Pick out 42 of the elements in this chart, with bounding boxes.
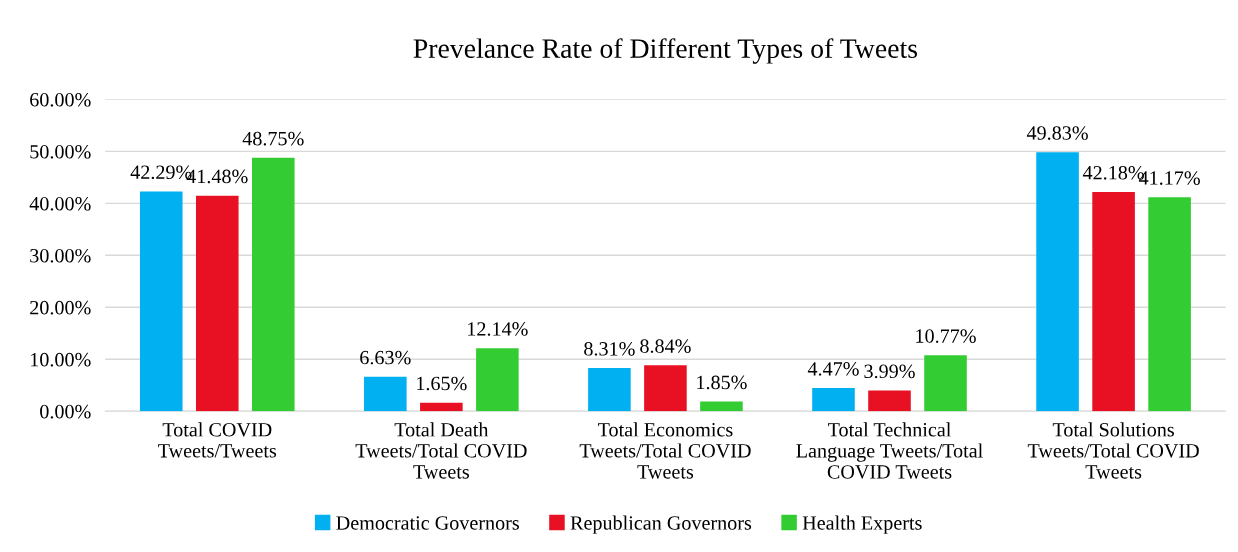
legend-label: Democratic Governors — [336, 516, 519, 530]
x-tick-label: Total Death Tweets/Total COVID Tweets — [355, 422, 527, 479]
y-tick-label: 30.00% — [30, 248, 91, 263]
bar — [252, 157, 295, 412]
bar — [476, 348, 519, 412]
bar — [364, 376, 407, 412]
x-tick-label: Total Solutions Tweets/Total COVID Tweets — [1027, 422, 1199, 479]
bar — [644, 365, 687, 412]
y-tick-label: 10.00% — [31, 352, 91, 367]
x-tick-label: Total COVID Tweets/Tweets — [158, 422, 277, 458]
data-label: 8.84% — [640, 339, 691, 353]
bar — [1036, 152, 1079, 412]
bar — [1148, 197, 1191, 412]
bar — [924, 355, 967, 412]
x-tick-label: Total Economics Tweets/Total COVID Tweets — [579, 422, 751, 479]
x-tick-label: Total Technical Language Tweets/Total COVID Tweets — [796, 422, 983, 479]
data-label: 4.47% — [807, 361, 859, 376]
bar — [868, 390, 911, 412]
data-label: 1.65% — [417, 376, 467, 391]
y-tick-label: 50.00% — [30, 144, 91, 159]
data-label: 1.85% — [697, 375, 747, 390]
data-label: 8.31% — [584, 342, 635, 356]
bar — [420, 402, 463, 412]
y-tick-label: 60.00% — [30, 92, 91, 107]
bar — [700, 401, 743, 412]
chart-title: Prevelance Rate of Different Types of Tweets — [413, 38, 918, 64]
data-label: 48.75% — [242, 131, 304, 146]
data-label: 12.14% — [468, 322, 528, 336]
y-tick-label: 40.00% — [29, 196, 91, 211]
data-label: 49.83% — [1026, 126, 1088, 140]
y-tick-label: 20.00% — [30, 300, 91, 315]
data-label: 3.99% — [864, 364, 915, 379]
data-label: 10.77% — [916, 329, 976, 343]
bar — [195, 195, 239, 412]
data-label: 6.63% — [360, 350, 411, 365]
legend-label: Republican Governors — [570, 515, 752, 534]
bar — [139, 191, 183, 412]
bar — [812, 388, 855, 412]
bar — [588, 368, 631, 412]
bar — [1092, 191, 1135, 412]
legend-label: Health Experts — [802, 515, 922, 534]
y-tick-label: 0.00% — [40, 404, 91, 419]
